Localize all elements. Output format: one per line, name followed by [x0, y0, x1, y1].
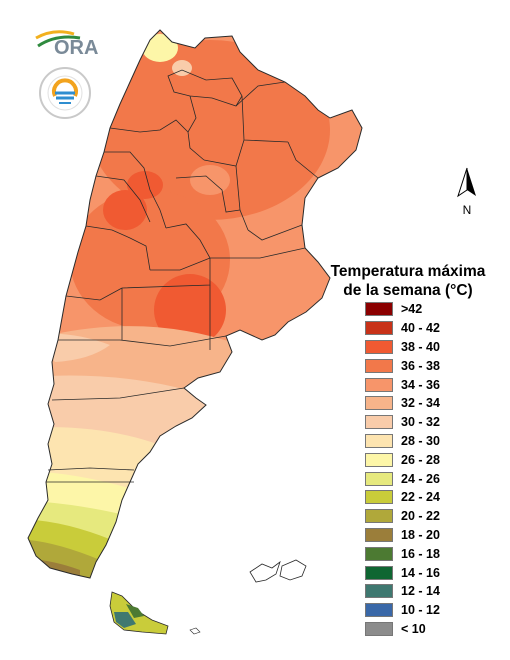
- legend-title-line1: Temperatura máxima: [330, 263, 486, 280]
- legend-swatch: [365, 621, 393, 636]
- legend-swatch: [365, 339, 393, 354]
- legend-label: 12 - 14: [401, 584, 440, 599]
- legend-swatch: [365, 603, 393, 618]
- legend-label: 22 - 24: [401, 490, 440, 505]
- legend-item: 30 - 32: [365, 413, 440, 432]
- legend-label: 10 - 12: [401, 603, 440, 618]
- legend-item: 14 - 16: [365, 563, 440, 582]
- legend-item: 36 - 38: [365, 356, 440, 375]
- north-arrow: N: [457, 167, 476, 217]
- legend-label: 40 - 42: [401, 321, 440, 336]
- legend-item: 24 - 26: [365, 469, 440, 488]
- legend-item: < 10: [365, 620, 440, 639]
- legend-swatch: [365, 321, 393, 336]
- legend: >42 40 - 42 38 - 40 36 - 38 34 - 36 32 - 34 30…: [365, 300, 440, 638]
- legend-item: 20 - 22: [365, 507, 440, 526]
- legend-label: 32 - 34: [401, 396, 440, 411]
- legend-swatch: [365, 565, 393, 580]
- legend-title-line2: de la semana (°C): [343, 282, 473, 299]
- north-arrow-icon: [457, 167, 468, 198]
- legend-swatch: [365, 527, 393, 542]
- legend-label: 16 - 18: [401, 546, 440, 561]
- legend-label: < 10: [401, 621, 426, 636]
- ora-logo: ORA: [35, 30, 98, 59]
- legend-label: 18 - 20: [401, 527, 440, 542]
- legend-swatch: [365, 415, 393, 430]
- legend-swatch: [365, 433, 393, 448]
- legend-item: 32 - 34: [365, 394, 440, 413]
- tierra-del-fuego: [109, 591, 201, 635]
- ora-logo-text: ORA: [54, 37, 98, 59]
- legend-item: 18 - 20: [365, 526, 440, 545]
- legend-swatch: [365, 302, 393, 317]
- legend-item: 26 - 28: [365, 450, 440, 469]
- legend-label: 36 - 38: [401, 358, 440, 373]
- malvinas-islands: [249, 559, 307, 583]
- legend-swatch: [365, 452, 393, 467]
- legend-item: 12 - 14: [365, 582, 440, 601]
- legend-label: 24 - 26: [401, 471, 440, 486]
- legend-swatch: [365, 584, 393, 599]
- legend-title: Temperatura máxima de la semana (°C): [318, 262, 498, 300]
- legend-swatch: [365, 490, 393, 505]
- legend-label: 34 - 36: [401, 377, 440, 392]
- legend-swatch: [365, 358, 393, 373]
- legend-label: 38 - 40: [401, 339, 440, 354]
- legend-swatch: [365, 509, 393, 524]
- legend-swatch: [365, 546, 393, 561]
- legend-item: 40 - 42: [365, 319, 440, 338]
- legend-item: 34 - 36: [365, 375, 440, 394]
- legend-item: 38 - 40: [365, 338, 440, 357]
- smn-logo: [39, 67, 91, 119]
- legend-label: 26 - 28: [401, 452, 440, 467]
- legend-swatch: [365, 377, 393, 392]
- province-boundaries: [27, 29, 363, 579]
- legend-label: 30 - 32: [401, 415, 440, 430]
- legend-item: 28 - 30: [365, 432, 440, 451]
- legend-label: >42: [401, 302, 423, 317]
- legend-label: 20 - 22: [401, 509, 440, 524]
- legend-swatch: [365, 471, 393, 486]
- legend-item: 10 - 12: [365, 601, 440, 620]
- legend-swatch: [365, 396, 393, 411]
- north-label: N: [463, 203, 472, 217]
- legend-item: 22 - 24: [365, 488, 440, 507]
- legend-item: >42: [365, 300, 440, 319]
- legend-label: 14 - 16: [401, 565, 440, 580]
- legend-label: 28 - 30: [401, 433, 440, 448]
- legend-item: 16 - 18: [365, 544, 440, 563]
